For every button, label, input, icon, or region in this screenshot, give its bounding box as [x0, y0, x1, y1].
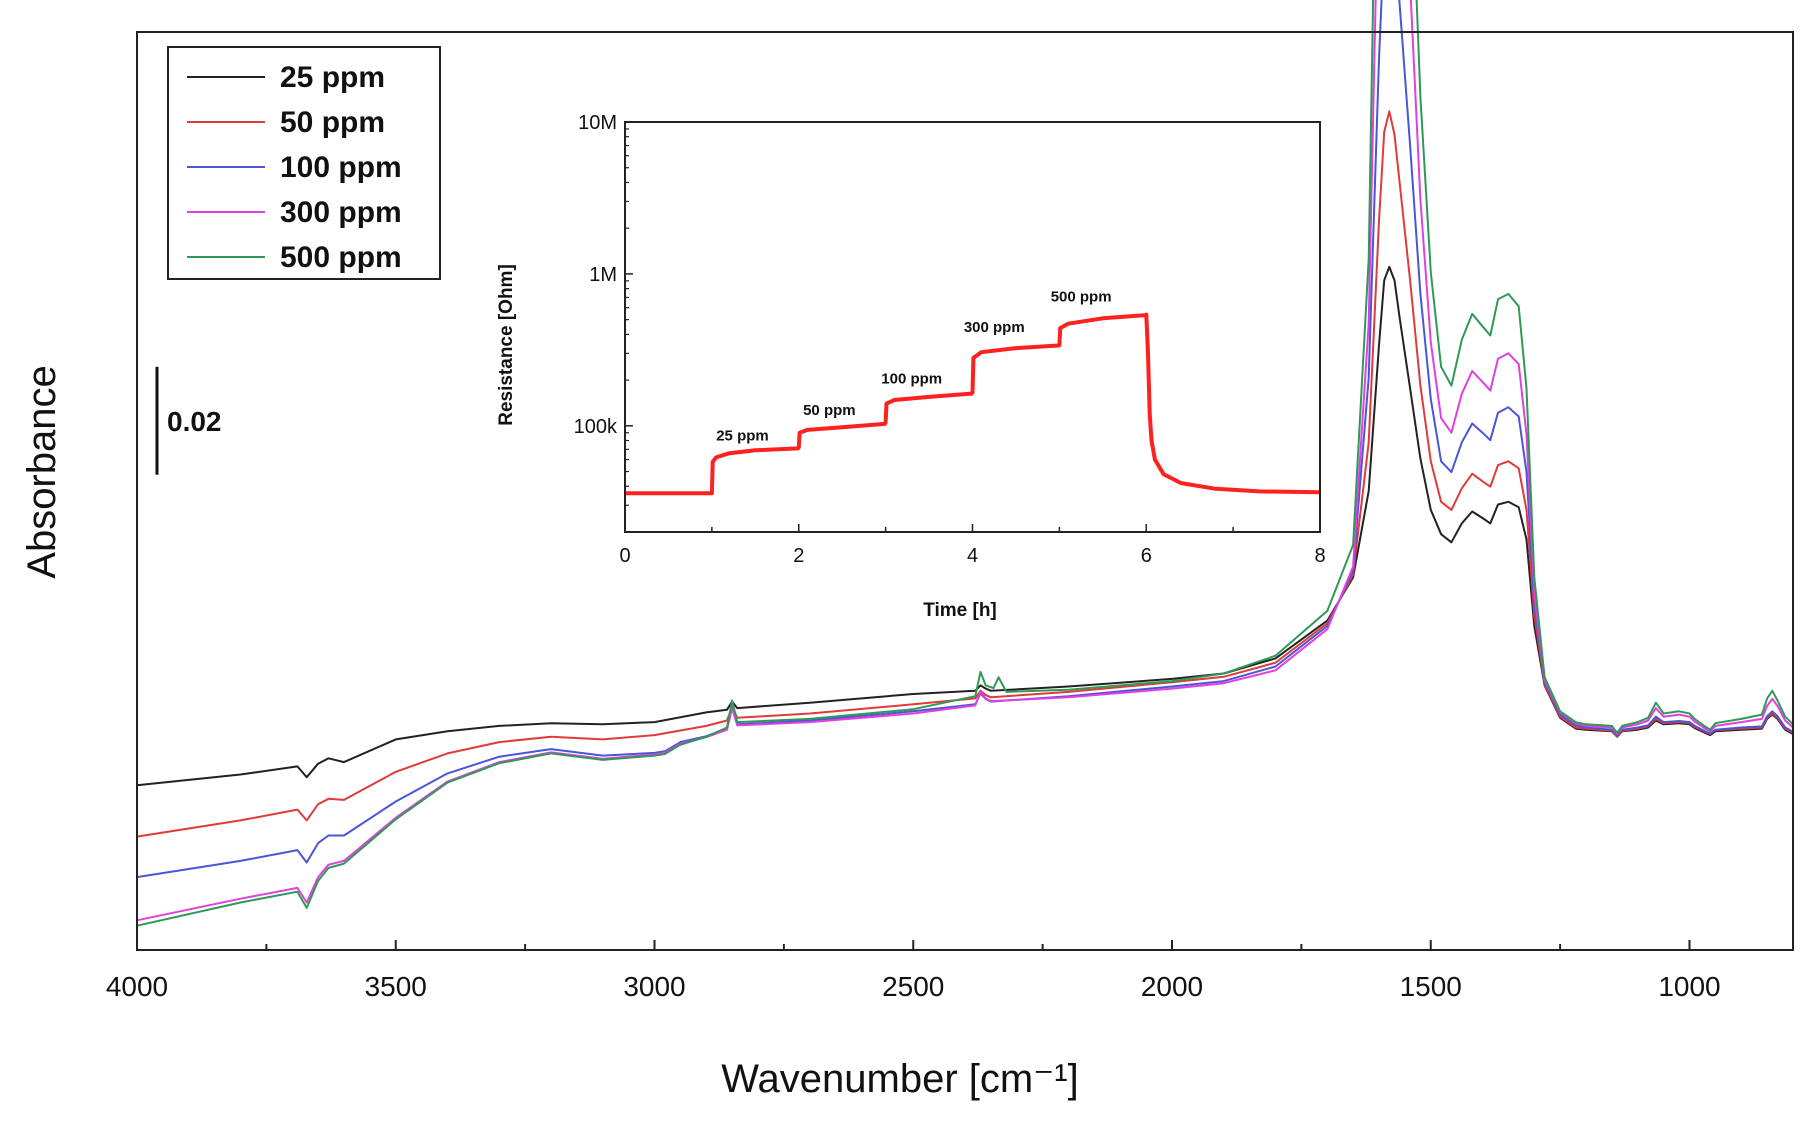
inset-y-tick-label: 1M	[589, 264, 617, 286]
inset-x-tick-label: 8	[1314, 545, 1325, 567]
main-chart: 4000 3500 3000 2500 2000 1500 1000 Wavenumber …	[20, 0, 1794, 1101]
main-x-tick-label: 1500	[1400, 971, 1462, 1002]
inset-y-ticks: 100k 1M 10M	[574, 112, 633, 533]
scale-bar: 0.02	[155, 366, 222, 475]
inset-x-tick-label: 4	[967, 545, 978, 567]
inset-y-axis-title: Resistance [Ohm]	[496, 264, 517, 426]
legend: 25 ppm 50 ppm 100 ppm 300 ppm 500 ppm	[167, 46, 441, 280]
scale-bar-label: 0.02	[167, 406, 222, 437]
main-x-tick-label: 3000	[623, 971, 685, 1002]
inset-series-group	[625, 312, 1321, 496]
main-series-line-300-ppm	[136, 0, 1794, 922]
main-series-group	[136, 0, 1794, 927]
inset-annotation-500-ppm: 500 ppm	[1051, 288, 1112, 305]
inset-x-tick-label: 2	[793, 545, 804, 567]
inset-annotation-25-ppm: 25 ppm	[716, 428, 769, 445]
inset-background	[625, 122, 1320, 532]
inset-annotation-50-ppm: 50 ppm	[803, 402, 856, 419]
legend-label-25-ppm: 25 ppm	[280, 61, 385, 94]
main-series-line-100-ppm	[136, 0, 1794, 879]
main-x-tick-label: 2500	[882, 971, 944, 1002]
main-x-tick-label: 3500	[365, 971, 427, 1002]
inset-series-line	[625, 312, 1321, 496]
legend-label-300-ppm: 300 ppm	[280, 196, 402, 229]
main-x-tick-label: 1000	[1658, 971, 1720, 1002]
legend-box	[167, 46, 441, 280]
inset-x-ticks: 0 2 4 6 8	[619, 524, 1326, 567]
main-x-tick-label: 4000	[106, 971, 168, 1002]
inset-y-tick-label: 100k	[574, 416, 618, 438]
inset-y-tick-label: 10M	[578, 112, 617, 134]
main-x-axis-title: Wavenumber [cm⁻¹]	[721, 1057, 1078, 1101]
inset-annotations: 25 ppm 50 ppm 100 ppm 300 ppm 500 ppm	[716, 288, 1111, 444]
main-series-line-50-ppm	[136, 110, 1794, 838]
inset-chart: 0 2 4 6 8 100k 1M 10M 25 ppm 50 ppm 100 ppm 300 p…	[496, 112, 1326, 621]
legend-label-50-ppm: 50 ppm	[280, 106, 385, 139]
main-plot-frame	[136, 31, 1794, 951]
inset-x-tick-label: 6	[1141, 545, 1152, 567]
inset-x-axis-title: Time [h]	[923, 600, 997, 621]
main-x-ticks: 4000 3500 3000 2500 2000 1500 1000	[106, 940, 1721, 1002]
legend-label-100-ppm: 100 ppm	[280, 151, 402, 184]
main-x-tick-label: 2000	[1141, 971, 1203, 1002]
main-series-line-25-ppm	[136, 265, 1794, 787]
inset-annotation-300-ppm: 300 ppm	[964, 319, 1025, 336]
inset-x-tick-label: 0	[619, 545, 630, 567]
main-y-axis-title: Absorbance	[20, 365, 64, 578]
legend-label-500-ppm: 500 ppm	[280, 241, 402, 274]
inset-annotation-100-ppm: 100 ppm	[881, 370, 942, 387]
main-series-line-500-ppm	[136, 0, 1794, 927]
